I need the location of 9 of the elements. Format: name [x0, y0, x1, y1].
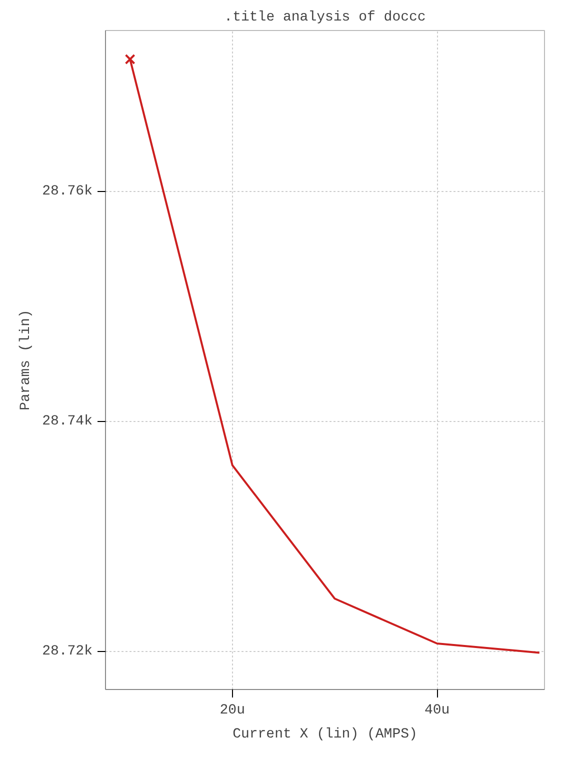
x-axis-title: Current X (lin) (AMPS) [232, 726, 418, 742]
chart-title: .title analysis of doccc [224, 10, 426, 26]
y-tick-label: 28.72k [42, 644, 93, 660]
line-series [129, 58, 540, 654]
x-tick-label: 40u [424, 702, 450, 718]
y-axis-title: Params (lin) [18, 310, 34, 410]
y-tick-label: 28.76k [42, 184, 93, 200]
x-tick-label: 20u [220, 702, 246, 718]
y-tick-label: 28.74k [42, 414, 93, 430]
